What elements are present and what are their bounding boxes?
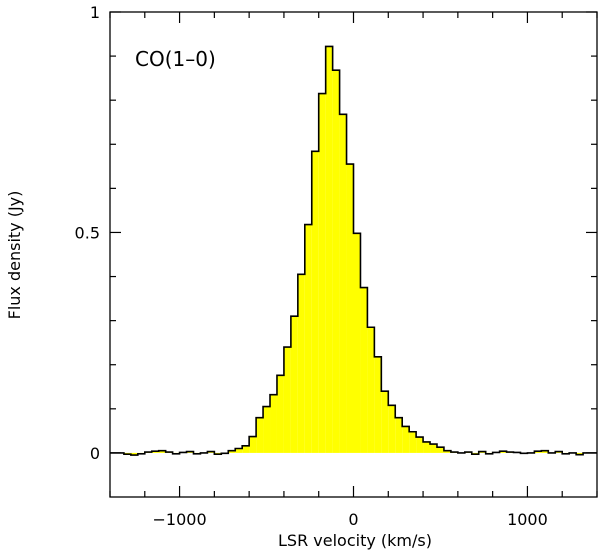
- spectrum-bar: [242, 445, 250, 453]
- y-tick-label: 0.5: [75, 223, 100, 242]
- axes: −1000 0 1000 0 0.5 1: [75, 3, 598, 529]
- spectrum-bar: [409, 431, 417, 453]
- spectrum-bar: [158, 450, 166, 453]
- spectrum-bar: [499, 451, 507, 453]
- spectrum-bar: [374, 356, 382, 453]
- spectrum-bar: [283, 347, 291, 453]
- y-tick-label: 1: [90, 3, 100, 22]
- spectrum-bar: [311, 151, 319, 453]
- spectrum-bar: [430, 444, 437, 453]
- spectrum-bar: [423, 441, 431, 453]
- spectrum-bar: [436, 447, 444, 453]
- spectrum-bar: [332, 70, 340, 453]
- spectrum-bar: [443, 450, 451, 453]
- spectrum-bar: [353, 233, 361, 453]
- x-axis-label: LSR velocity (km/s): [278, 531, 432, 550]
- spectrum-bar: [130, 452, 138, 456]
- spectrum-bar: [228, 450, 236, 453]
- spectrum-bar: [263, 406, 271, 453]
- plot-area: [110, 45, 597, 456]
- spectrum-bar: [346, 164, 354, 453]
- spectrum-bar: [541, 450, 549, 453]
- y-axis-label: Flux density (Jy): [5, 191, 24, 320]
- y-tick-label: 0: [90, 444, 100, 463]
- x-tick-label: 0: [348, 510, 358, 529]
- spectrum-bar: [256, 417, 264, 453]
- spectrum-bar: [235, 448, 243, 453]
- spectrum-bar: [367, 327, 375, 453]
- line-annotation: CO(1–0): [135, 47, 216, 71]
- x-tick-label: −1000: [153, 510, 207, 529]
- spectrum-bar: [402, 426, 410, 453]
- spectrum-bar: [534, 451, 542, 453]
- x-tick-label: 1000: [507, 510, 548, 529]
- spectrum-bar: [249, 436, 257, 453]
- spectrum-bar: [576, 452, 584, 455]
- spectrum-bar: [318, 93, 326, 453]
- spectrum-bar: [297, 274, 305, 453]
- spectrum-bar: [304, 224, 312, 453]
- spectrum-bar: [276, 375, 284, 453]
- spectrum-bar: [325, 46, 333, 453]
- spectrum-bar: [151, 451, 159, 453]
- spectrum-bar: [270, 394, 277, 453]
- spectrum-bar: [381, 391, 389, 453]
- spectrum-bar: [339, 114, 347, 453]
- spectrum-step-line: [110, 45, 597, 456]
- spectrum-bar: [395, 417, 403, 453]
- spectrum-bar: [290, 316, 298, 453]
- spectrum-bar: [388, 405, 396, 453]
- spectrum-bar: [360, 287, 368, 453]
- spectrum-bar: [416, 437, 424, 453]
